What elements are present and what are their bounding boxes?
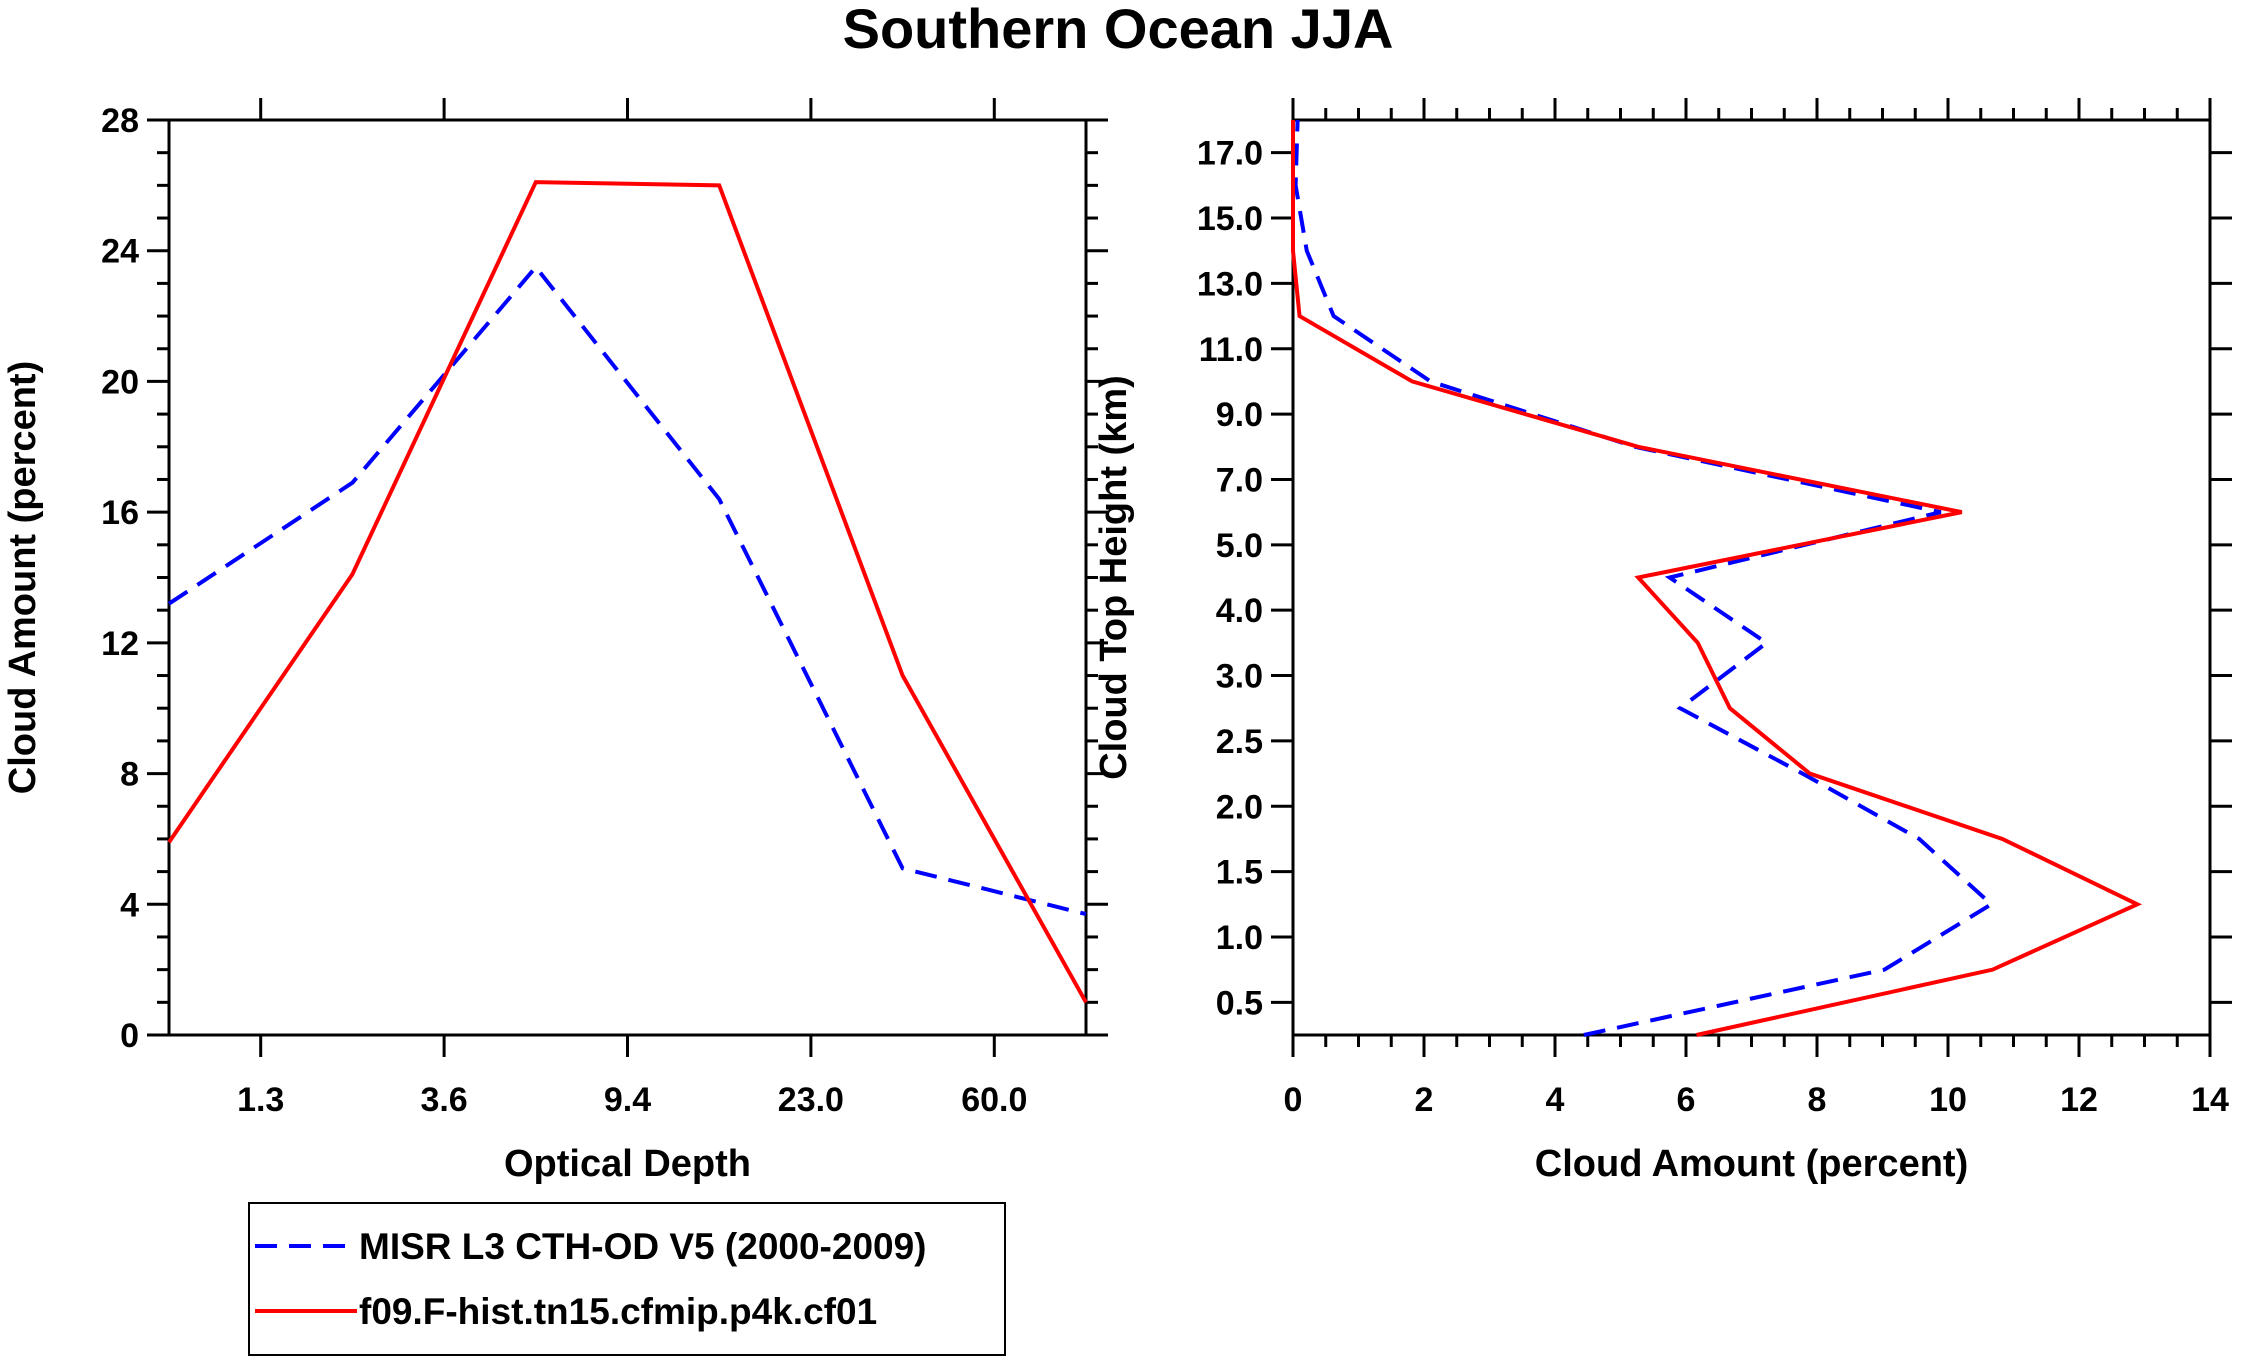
y-tick-label: 1.0 xyxy=(1216,919,1263,957)
y-tick-label: 4.0 xyxy=(1216,592,1263,630)
x-tick-label: 4 xyxy=(1546,1081,1565,1119)
y-tick-label: 1.5 xyxy=(1216,854,1263,892)
legend-label-model: f09.F-hist.tn15.cfmip.p4k.cf01 xyxy=(359,1291,877,1332)
series-line-model xyxy=(1291,120,2143,1037)
y-tick-label: 12 xyxy=(101,625,139,663)
plot-frame xyxy=(1291,118,2212,1037)
x-tick-label: 23.0 xyxy=(778,1081,844,1119)
y-tick-label: 28 xyxy=(101,102,139,140)
chart-title: Southern Ocean JJA xyxy=(843,0,1394,60)
x-tick-label: 14 xyxy=(2191,1081,2229,1119)
y-tick-label: 0.5 xyxy=(1216,984,1263,1022)
y-tick-label: 20 xyxy=(101,363,139,401)
x-tick-label: 1.3 xyxy=(237,1081,284,1119)
y-tick-label: 13.0 xyxy=(1197,265,1263,303)
x-tick-label: 6 xyxy=(1677,1081,1696,1119)
legend-label-misr: MISR L3 CTH-OD V5 (2000-2009) xyxy=(359,1226,927,1267)
series-line-misr xyxy=(1293,119,1995,1037)
y-tick-label: 3.0 xyxy=(1216,658,1263,696)
y-tick-label: 24 xyxy=(101,233,139,271)
y-tick-label: 11.0 xyxy=(1199,331,1263,369)
x-tick-label: 3.6 xyxy=(420,1081,467,1119)
y-tick-label: 2.5 xyxy=(1216,723,1263,761)
y-axis-title: Cloud Amount (percent) xyxy=(2,361,44,794)
y-tick-label: 5.0 xyxy=(1216,527,1263,565)
x-axis-title: Optical Depth xyxy=(504,1143,751,1185)
plot-frame xyxy=(167,118,1088,1037)
x-tick-label: 9.4 xyxy=(604,1081,651,1119)
y-tick-label: 7.0 xyxy=(1216,461,1263,499)
x-tick-label: 10 xyxy=(1929,1081,1967,1119)
y-tick-label: 9.0 xyxy=(1216,396,1263,434)
y-tick-label: 8 xyxy=(120,756,139,794)
right-chart: 0 2 4 6 8 10 12 14 0.5 1.0 1.5 2.0 2.5 3.0 4.0 5.0 7.0 9.… xyxy=(1093,98,2232,1185)
series-line-model xyxy=(167,180,1088,1004)
x-tick-label: 60.0 xyxy=(961,1081,1027,1119)
y-tick-label: 17.0 xyxy=(1197,135,1263,173)
y-tick-label: 16 xyxy=(101,494,139,532)
x-tick-label: 8 xyxy=(1808,1081,1827,1119)
x-tick-label: 0 xyxy=(1284,1081,1303,1119)
y-tick-label: 4 xyxy=(120,886,139,924)
y-axis-title: Cloud Top Height (km) xyxy=(1093,375,1135,780)
y-tick-label: 2.0 xyxy=(1216,788,1263,826)
y-tick-label: 15.0 xyxy=(1197,200,1263,238)
left-chart: 0 4 8 12 16 20 24 28 1.3 3.6 9.4 23.0 60.0 Optical De… xyxy=(2,98,1108,1185)
x-tick-label: 2 xyxy=(1415,1081,1434,1119)
y-tick-label: 0 xyxy=(120,1017,139,1055)
legend: MISR L3 CTH-OD V5 (2000-2009) f09.F-hist… xyxy=(248,1202,1006,1356)
x-tick-label: 12 xyxy=(2060,1081,2098,1119)
legend-box xyxy=(248,1202,1006,1356)
series-line-misr xyxy=(167,263,1087,917)
x-axis-title: Cloud Amount (percent) xyxy=(1535,1143,1968,1185)
